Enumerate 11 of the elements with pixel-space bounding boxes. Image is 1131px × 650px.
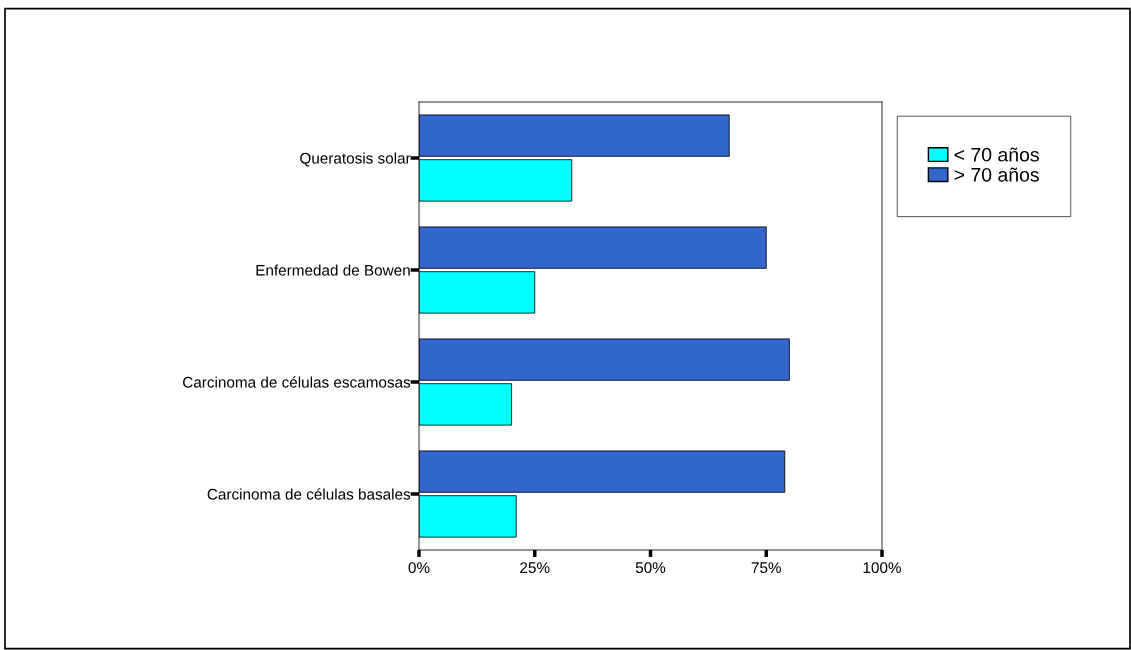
y-tick-label: Queratosis solar xyxy=(300,152,411,167)
x-tick-label: 100% xyxy=(863,562,901,574)
legend-label: > 70 años xyxy=(954,167,1039,182)
y-tick-label: Carcinoma de células escamosas xyxy=(183,376,411,388)
x-tick-label: 25% xyxy=(520,562,550,574)
y-tick-label: Carcinoma de células basales xyxy=(207,488,411,500)
x-tick-label: 75% xyxy=(751,562,781,574)
y-tick-label: Enfermedad de Bowen xyxy=(256,264,410,276)
x-tick-label: 0% xyxy=(408,562,430,574)
legend-label: < 70 años xyxy=(954,147,1039,162)
x-tick-label: 50% xyxy=(635,562,666,574)
